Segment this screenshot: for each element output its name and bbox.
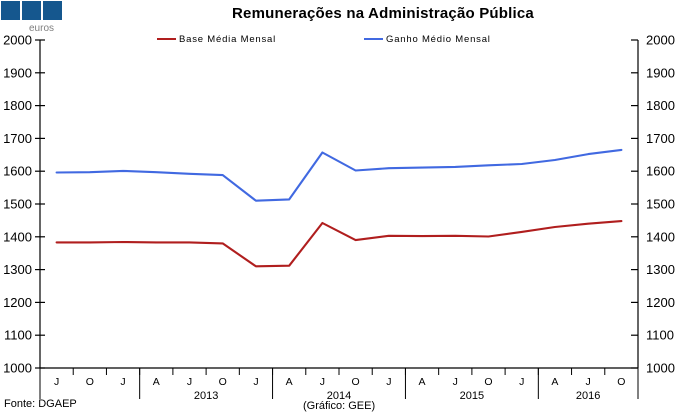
- year-label: 2013: [194, 390, 218, 402]
- y-axis-label-right: 1000: [646, 361, 675, 376]
- x-axis-label: J: [320, 376, 325, 388]
- logo-square: [43, 1, 62, 20]
- y-axis-label-right: 1100: [646, 328, 674, 343]
- y-axis-label-left: 1400: [3, 229, 32, 244]
- y-axis-label-right: 1400: [646, 229, 675, 244]
- year-label: 2014: [327, 390, 351, 402]
- x-axis-label: J: [586, 376, 591, 388]
- chart-title: Remunerações na Administração Pública: [232, 5, 534, 22]
- logo-square: [1, 1, 20, 20]
- x-axis-label: J: [120, 376, 125, 388]
- y-axis-label-right: 1600: [646, 164, 675, 179]
- source-label: Fonte: DGAEP: [4, 398, 77, 410]
- x-axis-label: J: [253, 376, 258, 388]
- x-axis-label: O: [484, 376, 492, 388]
- y-axis-unit-label: euros: [29, 23, 55, 34]
- credit-label: (Gráfico: GEE): [303, 400, 376, 412]
- y-axis-label-left: 1100: [4, 328, 32, 343]
- x-axis-label: J: [54, 376, 59, 388]
- legend-item-base-media: Base Média Mensal: [157, 33, 276, 45]
- y-axis-label-right: 1500: [646, 197, 675, 212]
- x-axis-label: J: [519, 376, 524, 388]
- y-axis-label-left: 1300: [3, 262, 32, 277]
- x-axis-label: O: [219, 376, 227, 388]
- y-axis-label-right: 1300: [646, 262, 675, 277]
- x-axis-label: A: [286, 376, 293, 388]
- y-axis-label-right: 1800: [646, 98, 675, 113]
- x-axis-label: O: [86, 376, 94, 388]
- x-axis-label: J: [386, 376, 391, 388]
- logo-square: [22, 1, 41, 20]
- x-axis-label: A: [551, 376, 558, 388]
- x-axis-label: O: [617, 376, 625, 388]
- y-axis-label-left: 1800: [3, 98, 32, 113]
- series-line-base-media: [55, 220, 623, 268]
- y-axis-label-right: 1700: [646, 131, 675, 146]
- y-axis-label-right: 1900: [646, 65, 675, 80]
- legend-item-ganho-medio: Ganho Médio Mensal: [364, 33, 491, 45]
- y-axis-label-left: 1200: [3, 295, 32, 310]
- x-axis-label: A: [419, 376, 426, 388]
- y-axis-label-left: 2000: [3, 33, 32, 48]
- blue-line-swatch: [364, 37, 383, 41]
- y-axis-label-right: 1200: [646, 295, 675, 310]
- y-axis-label-left: 1600: [3, 164, 32, 179]
- y-axis-label-left: 1000: [3, 361, 32, 376]
- gee-logo: [1, 1, 62, 20]
- series-line-ganho-medio: [55, 148, 623, 202]
- legend-label-base-media: Base Média Mensal: [179, 33, 277, 45]
- red-line-swatch: [157, 37, 176, 41]
- year-label: 2016: [576, 390, 600, 402]
- y-axis-label-left: 1500: [3, 197, 32, 212]
- y-axis-label-left: 1700: [3, 131, 32, 146]
- y-axis-label-left: 1900: [3, 65, 32, 80]
- x-axis-label: A: [153, 376, 160, 388]
- x-axis-label: J: [453, 376, 458, 388]
- year-label: 2015: [460, 390, 484, 402]
- legend-label-ganho-medio: Ganho Médio Mensal: [386, 33, 491, 45]
- y-axis-label-right: 2000: [646, 33, 675, 48]
- x-axis-label: J: [187, 376, 192, 388]
- x-axis-label: O: [352, 376, 360, 388]
